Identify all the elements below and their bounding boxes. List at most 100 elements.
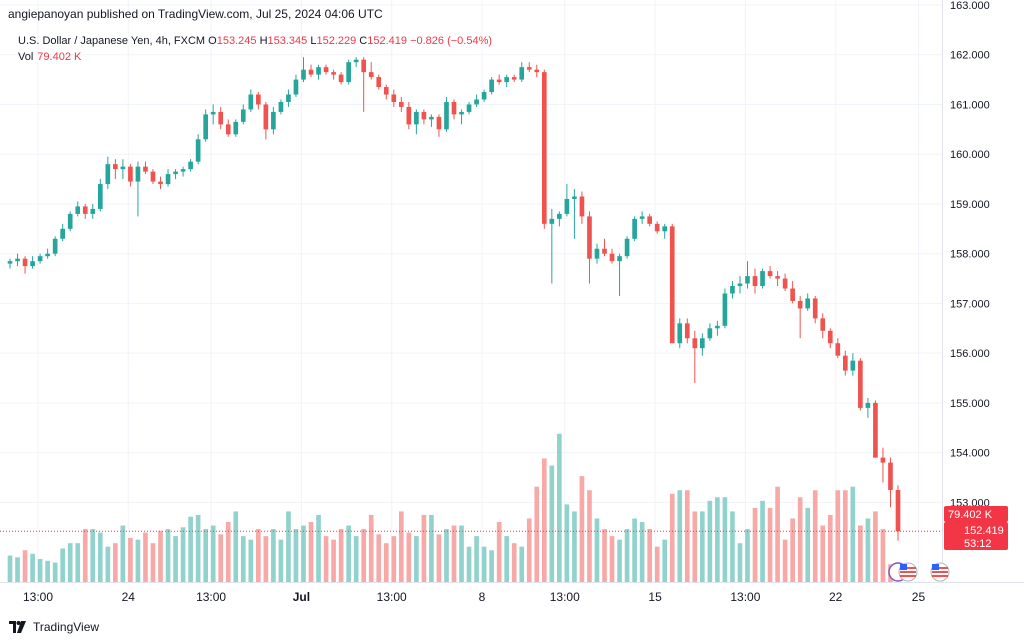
volume-bar [429, 514, 434, 582]
volume-bar [662, 539, 668, 582]
volume-bar [7, 555, 13, 582]
candle-body [338, 74, 344, 83]
price-tick-label: 154.000 [950, 448, 990, 460]
volume-bar [609, 536, 615, 582]
candle-body [210, 111, 216, 115]
candle-body [105, 164, 111, 185]
candle-body [474, 99, 479, 105]
volume-bar [602, 529, 607, 582]
candle-body [316, 67, 321, 75]
volume-bar [52, 562, 58, 582]
bar-countdown-text: 53:12 [964, 538, 992, 550]
candle-body [278, 101, 284, 112]
volume-bar [120, 525, 126, 582]
volume-bar [60, 548, 66, 582]
volume-bar [745, 529, 750, 582]
candle-body [760, 271, 765, 287]
symbol-name[interactable]: U.S. Dollar / Japanese Yen, 4h, FXCM [18, 35, 206, 47]
volume-bar [361, 529, 367, 582]
volume-value: 79.402 K [37, 51, 82, 63]
flag-icon-group[interactable] [888, 562, 950, 582]
candlesticks [7, 57, 901, 541]
volume-bar [113, 543, 118, 582]
volume-bar [466, 546, 472, 582]
volume-bar [654, 546, 660, 582]
candle-body [52, 238, 58, 254]
volume-bar [128, 537, 133, 582]
volume-bar [22, 550, 28, 582]
candle-body [22, 258, 28, 267]
price-axis[interactable]: 163.000 162.000 161.000 160.000 159.000 158.0… [950, 0, 990, 509]
candle-body [684, 323, 690, 339]
volume-label[interactable]: Vol [18, 51, 34, 63]
volume-bar [165, 529, 171, 582]
time-tick-label: 13:00 [550, 590, 580, 604]
volume-bar [143, 532, 148, 582]
candle-body [707, 328, 713, 339]
candle-body [331, 72, 336, 75]
candle-body [30, 261, 35, 267]
open-label: O [208, 35, 217, 47]
candle-body [812, 298, 818, 319]
volume-bar [323, 536, 329, 582]
candle-body [654, 223, 660, 232]
tradingview-footer[interactable]: TradingView [9, 620, 99, 634]
volume-bar [248, 539, 254, 582]
volume-bar [647, 529, 652, 582]
volume-bar [496, 522, 502, 582]
volume-bar [195, 514, 201, 582]
volume-bar [90, 529, 96, 582]
candle-body [466, 104, 472, 112]
candle-body [271, 111, 276, 130]
volume-bar [481, 546, 487, 582]
volume-bar [880, 529, 886, 582]
candle-body [353, 59, 359, 63]
candle-body [323, 67, 329, 73]
candle-body [692, 338, 698, 349]
candle-body [858, 360, 863, 408]
volume-bars [7, 433, 893, 582]
candle-body [549, 218, 555, 224]
time-axis[interactable]: 13:00 24 13:00 Jul 13:00 8 13:00 15 13:00 22 25 [23, 590, 925, 604]
volume-bar [737, 543, 743, 582]
volume-bar [730, 511, 735, 582]
volume-bar [338, 529, 344, 582]
candle-body [572, 196, 577, 199]
volume-bar [865, 518, 871, 582]
candle-body [256, 94, 261, 105]
volume-bar [158, 530, 163, 582]
candle-body [579, 196, 585, 217]
time-tick-label: 13:00 [730, 590, 760, 604]
volume-bar [414, 536, 419, 582]
volume-bar [210, 525, 216, 582]
candle-body [203, 114, 208, 140]
tradingview-logo-icon [9, 621, 26, 633]
volume-bar [346, 525, 351, 582]
candle-body [557, 213, 562, 219]
candle-body [391, 94, 397, 102]
candle-body [669, 226, 675, 344]
candle-body [873, 402, 878, 458]
volume-bar [858, 525, 863, 582]
volume-bar [775, 486, 780, 582]
candle-body [677, 323, 683, 344]
candle-body [805, 298, 811, 309]
volume-bar [278, 539, 284, 582]
candle-body [481, 92, 487, 100]
candle-body [594, 248, 600, 259]
volume-bar [594, 518, 600, 582]
candle-body [180, 169, 186, 172]
volume-bar [541, 458, 547, 582]
volume-bar [45, 560, 50, 582]
symbol-row: U.S. Dollar / Japanese Yen, 4h, FXCM O 15… [18, 33, 492, 49]
candle-body [293, 79, 299, 95]
price-tick-label: 163.000 [950, 0, 990, 12]
close-value: 152.419 [367, 35, 408, 47]
volume-bar [677, 490, 683, 582]
volume-bar [797, 497, 803, 582]
candle-body [767, 271, 773, 277]
volume-bar [316, 514, 321, 582]
candle-body [361, 59, 367, 73]
volume-bar [173, 536, 178, 582]
